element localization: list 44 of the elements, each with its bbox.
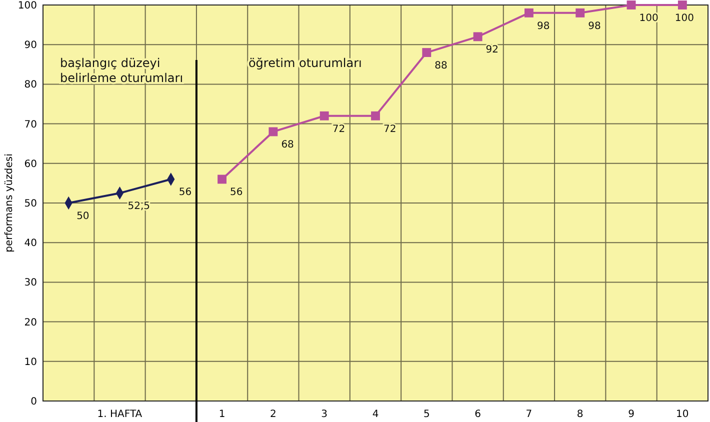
point	[524, 8, 534, 18]
data-label: 72	[332, 124, 346, 135]
x-tick-label: 6	[474, 409, 481, 420]
data-label: 68	[281, 140, 294, 151]
y-tick-label: 60	[24, 158, 37, 170]
x-tick-label: 9	[628, 409, 634, 420]
point	[218, 174, 227, 184]
data-label: 88	[434, 60, 448, 72]
y-tick-label: 90	[24, 40, 37, 52]
x-tick-label: 4	[372, 409, 379, 420]
x-tick-label: 2	[270, 409, 276, 420]
y-tick-label: 20	[24, 317, 37, 328]
point	[473, 32, 482, 42]
x-tick-label: 1	[218, 409, 226, 420]
x-tick-label: 10	[676, 409, 689, 420]
data-label: 72	[384, 124, 396, 135]
point	[422, 48, 432, 57]
data-label: 98	[536, 20, 550, 32]
data-label: 92	[486, 44, 499, 56]
point	[626, 0, 636, 10]
point	[268, 127, 278, 136]
y-axis-title: performans yüzdesi	[4, 154, 15, 252]
y-tick-label: 30	[24, 278, 37, 289]
point	[371, 111, 380, 120]
x-tick-label: 1. HAFTA	[97, 409, 142, 420]
point	[320, 111, 329, 120]
data-label: 50	[76, 211, 90, 222]
data-label: 56	[178, 187, 192, 198]
point	[678, 0, 687, 10]
y-tick-label: 50	[24, 198, 37, 210]
y-tick-label: 40	[24, 238, 37, 250]
x-tick-label: 3	[321, 409, 328, 420]
data-label: 98	[588, 20, 601, 32]
y-tick-label: 80	[24, 80, 37, 91]
y-tick-label: 100	[18, 0, 37, 12]
y-tick-label: 0	[30, 396, 37, 408]
x-tick-label: 7	[526, 409, 532, 420]
y-tick-label: 10	[24, 356, 37, 368]
y-tick-label: 70	[24, 119, 37, 130]
x-tick-label: 5	[423, 409, 430, 420]
x-tick-label: 8	[576, 409, 584, 420]
data-label: 100	[674, 13, 694, 24]
data-label: 56	[230, 187, 243, 198]
point	[576, 8, 585, 18]
